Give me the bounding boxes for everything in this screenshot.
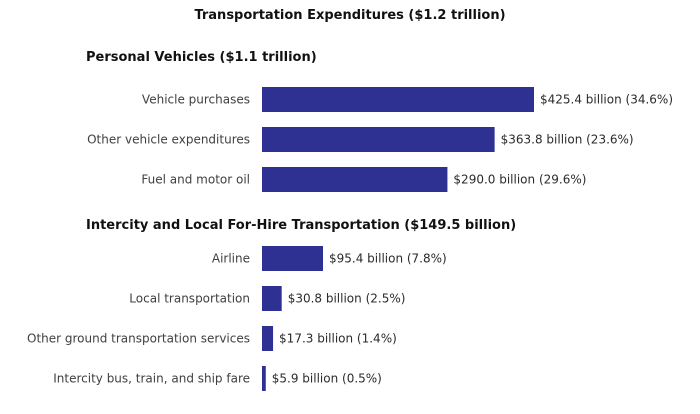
category-label-vehicle-purchases: Vehicle purchases xyxy=(142,93,250,107)
category-label-other-vehicle-expenditures: Other vehicle expenditures xyxy=(87,133,250,147)
category-label-intercity-bus-train-and-ship-fare: Intercity bus, train, and ship fare xyxy=(53,372,250,386)
chart-title: Transportation Expenditures ($1.2 trilli… xyxy=(194,8,506,23)
bar-other-ground-transportation-services xyxy=(262,326,274,351)
category-label-other-ground-transportation-services: Other ground transportation services xyxy=(27,332,250,346)
group-title-personal-vehicles: Personal Vehicles ($1.1 trillion) xyxy=(86,50,317,65)
group-title-intercity-local: Intercity and Local For-Hire Transportat… xyxy=(86,218,517,233)
value-label-local-transportation: $30.8 billion (2.5%) xyxy=(288,292,406,306)
category-label-fuel-and-motor-oil: Fuel and motor oil xyxy=(141,173,250,187)
bar-vehicle-purchases xyxy=(262,87,534,112)
value-label-other-vehicle-expenditures: $363.8 billion (23.6%) xyxy=(501,133,634,147)
bar-airline xyxy=(262,246,323,271)
value-label-fuel-and-motor-oil: $290.0 billion (29.6%) xyxy=(453,173,586,187)
bar-other-vehicle-expenditures xyxy=(262,127,495,152)
value-label-vehicle-purchases: $425.4 billion (34.6%) xyxy=(540,93,673,107)
category-label-airline: Airline xyxy=(212,252,250,266)
bar-fuel-and-motor-oil xyxy=(262,167,448,192)
bar-local-transportation xyxy=(262,286,282,311)
value-label-intercity-bus-train-and-ship-fare: $5.9 billion (0.5%) xyxy=(272,372,382,386)
value-label-other-ground-transportation-services: $17.3 billion (1.4%) xyxy=(279,332,397,346)
value-label-airline: $95.4 billion (7.8%) xyxy=(329,252,447,266)
bar-intercity-bus-train-and-ship-fare xyxy=(262,366,266,391)
category-label-local-transportation: Local transportation xyxy=(129,292,250,306)
